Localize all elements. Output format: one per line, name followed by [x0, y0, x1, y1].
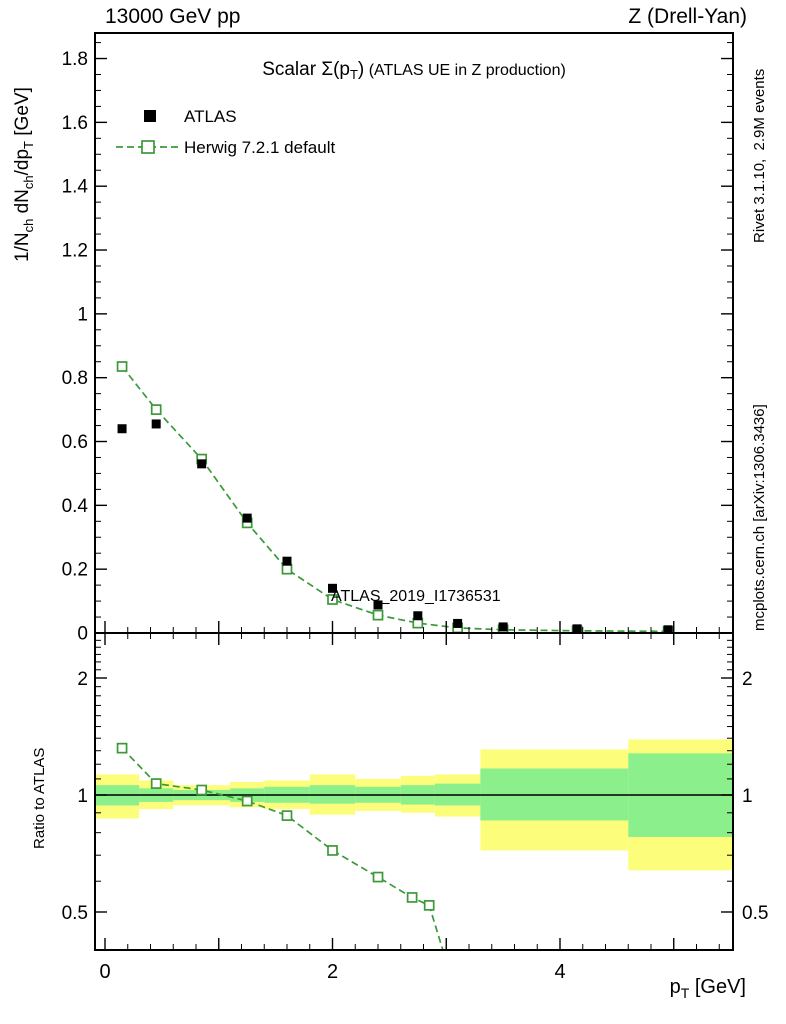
- axis-tick-labels: 0 0.2 0.4 0.6 0.8 1 1.2 1.4 1.6 1.8 0 2 4 0.5 0.5 1 1 2 2: [62, 49, 769, 983]
- atlas-marker: [282, 556, 292, 566]
- herwig-marker: [150, 404, 162, 415]
- legend-herwig-label: Herwig 7.2.1 default: [184, 138, 335, 157]
- x-title-part: [GeV]: [689, 976, 746, 998]
- herwig-marker: [327, 594, 338, 605]
- atlas-marker: [242, 513, 252, 523]
- legend-atlas-label: ATLAS: [184, 107, 237, 126]
- herwig-marker: [281, 563, 293, 575]
- herwig-ratio-marker: [423, 900, 435, 911]
- header-beam-energy: 13000 GeV pp: [105, 5, 240, 28]
- y-title-subscript: ch: [21, 219, 36, 233]
- analysis-watermark: ATLAS_2019_I1736531: [331, 588, 501, 605]
- x-title-subscript: T: [681, 985, 690, 1001]
- atlas-marker: [498, 622, 508, 632]
- herwig-ratio-marker: [406, 892, 418, 903]
- main-y-tick-label: 1.6: [62, 113, 88, 134]
- side-note-mcplots: mcplots.cern.ch [arXiv:1306.3436]: [751, 404, 768, 631]
- ratio-plot-frame: [94, 632, 734, 951]
- herwig-ratio-line: [121, 747, 444, 950]
- herwig-ratio-marker: [196, 784, 208, 796]
- ratio-uncertainty-bands: [95, 739, 733, 871]
- side-note-rivet-version: Rivet 3.1.10, 2.9M events: [751, 69, 768, 243]
- x-axis-title: pT [GeV]: [670, 976, 746, 1001]
- ratio-y-tick-label: 2: [77, 669, 88, 690]
- header-process: Z (Drell-Yan): [628, 5, 747, 28]
- main-y-axis-title: 1/Nch dNch/dpT [GeV]: [12, 87, 36, 262]
- y-title-part: dN: [12, 189, 33, 219]
- main-y-tick-label: 0.2: [62, 560, 88, 581]
- ratio-y-tick-label-right: 1: [742, 786, 753, 807]
- y-title-part: 1/N: [12, 232, 33, 262]
- legend-atlas-marker: [144, 110, 156, 122]
- main-y-tick-label: 0.6: [62, 432, 88, 453]
- legend-herwig-marker: [141, 140, 155, 154]
- ratio-x-tick-label: 2: [327, 961, 338, 983]
- plot-title: Scalar Σ(pT) (ATLAS UE in Z production): [262, 59, 566, 82]
- atlas-marker: [197, 459, 207, 469]
- ratio-x-tick-label: 0: [99, 961, 110, 983]
- main-y-tick-label: 1: [77, 304, 88, 325]
- herwig-ratio-marker: [150, 778, 162, 789]
- herwig-ratio-marker: [116, 742, 128, 754]
- herwig-line: [121, 365, 669, 633]
- title-part: Scalar Σ(p: [262, 59, 350, 80]
- title-part: (ATLAS UE in Z production): [364, 62, 566, 79]
- atlas-marker: [328, 583, 337, 593]
- y-title-part: [GeV]: [12, 87, 33, 141]
- ratio-y-tick-label: 1: [77, 786, 88, 807]
- herwig-ratio-marker: [281, 810, 293, 821]
- main-y-tick-label: 0.4: [62, 496, 89, 517]
- herwig-ratio-marker: [327, 845, 338, 856]
- ratio-series: [116, 742, 444, 950]
- x-title-part: p: [670, 976, 681, 998]
- y-title-subscript: T: [21, 141, 36, 149]
- atlas-marker: [151, 419, 161, 429]
- main-y-tick-label: 1.2: [62, 241, 88, 262]
- atlas-marker: [663, 625, 673, 633]
- main-y-tick-label: 0: [77, 624, 88, 645]
- atlas-marker: [453, 618, 463, 628]
- atlas-marker: [572, 624, 582, 633]
- ratio-y-tick-label: 0.5: [62, 903, 88, 924]
- main-y-tick-label: 1.4: [62, 177, 89, 198]
- atlas-marker: [373, 600, 383, 610]
- ratio-y-axis-title: Ratio to ATLAS: [31, 748, 48, 849]
- y-title-part: /dp: [12, 149, 33, 175]
- title-part: ): [358, 59, 364, 80]
- herwig-ratio-marker: [241, 795, 253, 807]
- ratio-y-tick-label-right: 2: [742, 669, 753, 690]
- ratio-x-tick-label: 4: [554, 961, 565, 983]
- atlas-marker: [413, 611, 423, 621]
- ratio-y-tick-label-right: 0.5: [742, 903, 768, 924]
- y-title-subscript: ch: [21, 175, 36, 189]
- title-subscript: T: [350, 67, 358, 82]
- herwig-marker: [116, 361, 128, 372]
- herwig-marker: [372, 609, 384, 621]
- herwig-ratio-marker: [372, 871, 384, 883]
- atlas-marker: [117, 424, 127, 434]
- main-y-tick-label: 0.8: [62, 368, 88, 389]
- main-y-tick-label: 1.8: [62, 49, 88, 70]
